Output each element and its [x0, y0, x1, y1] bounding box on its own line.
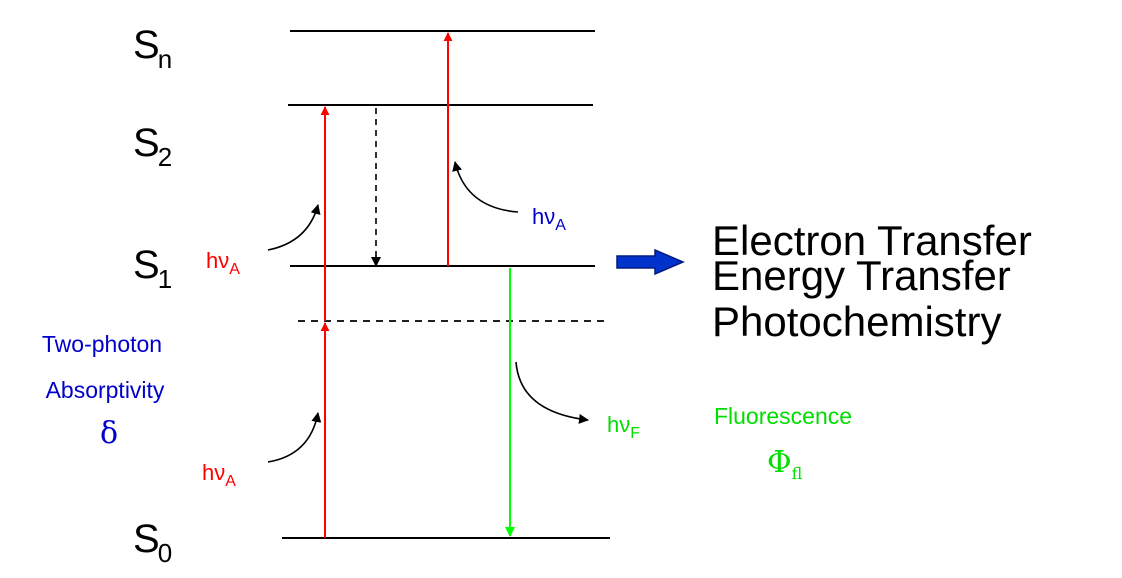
- photon-pointer-emission: [515, 361, 589, 424]
- two-photon-label-line2: Absorptivity: [46, 377, 165, 403]
- photon-pointer-excited: [452, 161, 519, 213]
- photon-pointer-lower: [267, 412, 322, 463]
- photon-label-absorb-upper: hνA: [206, 248, 240, 278]
- fluorescence-quantum-yield: Φfl: [767, 445, 803, 483]
- state-label-sn: Sn: [133, 23, 172, 74]
- two-photon-symbol: δ: [100, 416, 118, 451]
- photon-pointer-upper: [267, 204, 321, 251]
- photon-label-absorb-excited: hνA: [532, 204, 566, 234]
- outcome-photochemistry: Photochemistry: [712, 298, 1001, 345]
- state-label-s2: S2: [133, 121, 172, 172]
- outcome-block-arrow: [616, 248, 685, 276]
- fluorescence-label: Fluorescence: [714, 403, 852, 429]
- two-photon-label-line1: Two-photon: [42, 331, 162, 357]
- photon-label-emission: hνF: [607, 412, 640, 442]
- photon-label-absorb-lower: hνA: [202, 460, 236, 490]
- state-label-s0: S0: [133, 517, 172, 568]
- outcome-electron-transfer: Electron Transfer: [712, 217, 1032, 264]
- outcome-energy-transfer: Energy Transfer: [712, 252, 1011, 299]
- state-label-s1: S1: [133, 243, 172, 294]
